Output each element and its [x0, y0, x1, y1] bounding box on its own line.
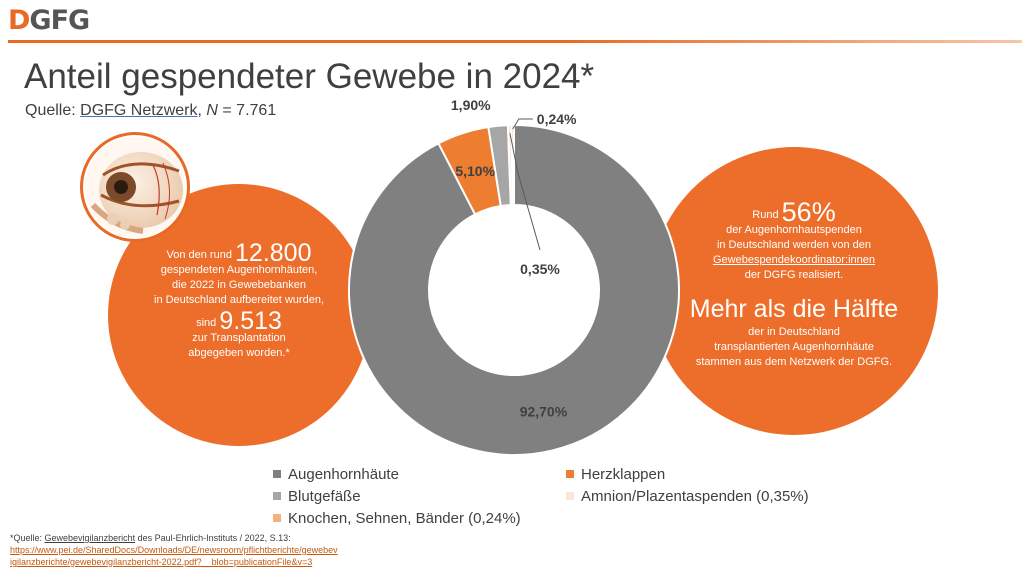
legend-item-knochen: Knochen, Sehnen, Bänder (0,24%) [273, 510, 521, 527]
data-label-blutgefaesse: 1,90% [451, 97, 491, 113]
data-label-knochen: 0,24% [537, 111, 577, 127]
legend-item-amnion: Amnion/Plazentaspenden (0,35%) [566, 488, 809, 505]
legend-swatch [273, 470, 281, 478]
legend-item-augenhornhaeute: Augenhornhäute [273, 466, 399, 483]
leader-line-knochen [512, 118, 533, 130]
right-info-bubble: Rund 56% der Augenhornhautspenden in Deu… [650, 147, 938, 435]
source-line: Quelle: DGFG Netzwerk, N = 7.761 [25, 102, 277, 119]
slide-title: Anteil gespendeter Gewebe in 2024* [24, 57, 595, 96]
eye-icon [85, 137, 185, 237]
coordinator-link[interactable]: Gewebespendekoordinator:innen [712, 254, 876, 266]
cornea-total: 12.800 [235, 239, 312, 267]
header-rule [8, 40, 1022, 43]
data-label-augenhornhaeute: 92,70% [520, 403, 568, 419]
legend-swatch [566, 470, 574, 478]
legend-swatch [273, 492, 281, 500]
dgfg-share: 56% [781, 197, 836, 227]
data-label-herzklappen: 5,10% [455, 163, 495, 179]
legend-swatch [566, 492, 574, 500]
eye-illustration-icon [80, 132, 190, 242]
legend-item-blutgefaesse: Blutgefäße [273, 488, 361, 505]
data-label-amnion: 0,35% [520, 261, 560, 277]
legend-item-herzklappen: Herzklappen [566, 466, 665, 483]
legend-swatch [273, 514, 281, 522]
footnote: *Quelle: Gewebevigilanzbericht des Paul-… [10, 533, 338, 567]
slice-knochen [510, 123, 515, 207]
source-link[interactable]: DGFG Netzwerk [80, 102, 198, 119]
footnote-url-line-2[interactable]: igilanzberichte/gewebevigilanzbericht-20… [10, 557, 313, 567]
footnote-url-line-1[interactable]: https://www.pei.de/SharedDocs/Downloads/… [10, 545, 338, 555]
cornea-transplanted: 9.513 [219, 307, 282, 335]
footnote-report-link[interactable]: Gewebevigilanzbericht [44, 533, 136, 543]
right-bubble-text: Rund 56% der Augenhornhautspenden in Deu… [650, 199, 938, 370]
right-headline: Mehr als die Hälfte [689, 295, 899, 323]
dgfg-logo: DGFG [8, 5, 90, 36]
leader-line-amnion [509, 132, 541, 251]
left-bubble-text: Von den rund 12.800 gespendeten Augenhor… [154, 239, 324, 360]
slice-augenhornhaeute [348, 123, 680, 456]
